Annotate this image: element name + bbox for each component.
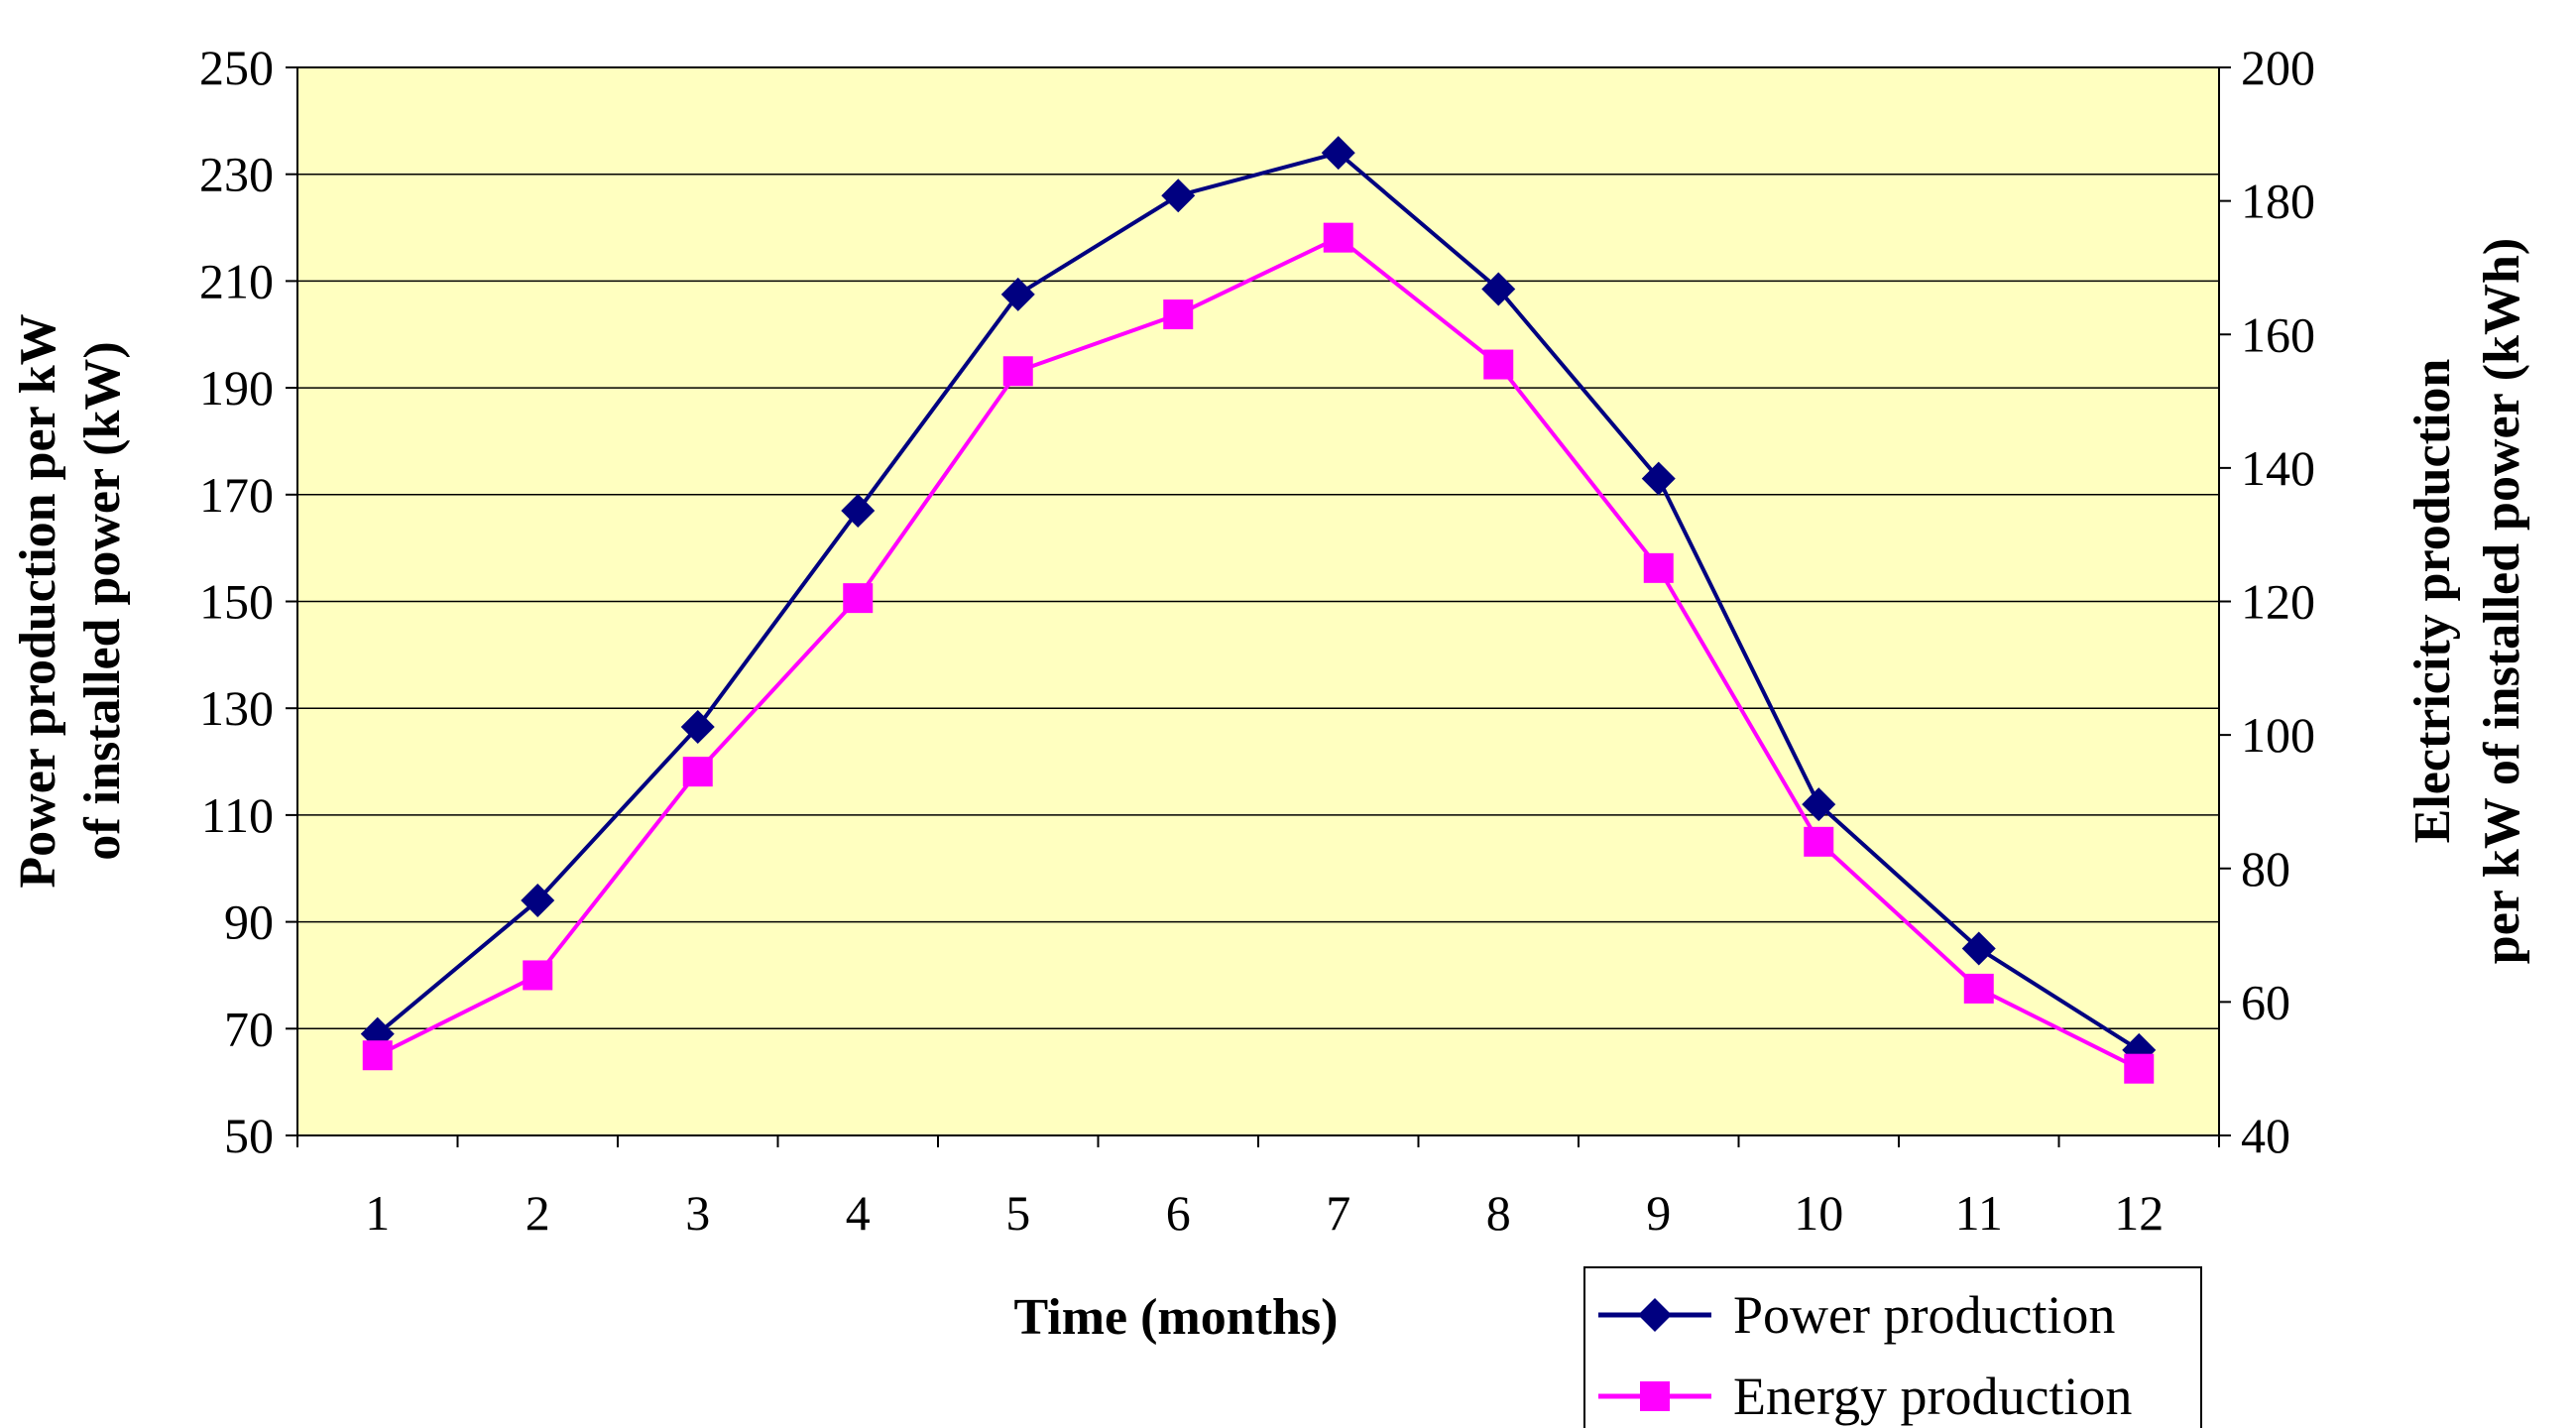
y-left-tick-label: 230 [199, 147, 274, 202]
x-tick-label: 10 [1794, 1185, 1843, 1241]
data-point-power [680, 710, 715, 745]
data-point-energy [1643, 552, 1674, 583]
data-point-power [521, 884, 555, 918]
y-axis-left-title-line1: Power production per kW [10, 313, 66, 888]
data-point-energy [843, 583, 874, 614]
y-axis-left-ticks: 250 230 210 190 170 150 130 110 90 70 50 [199, 40, 297, 1163]
x-tick-label: 12 [2114, 1185, 2164, 1241]
data-point-energy [2124, 1053, 2155, 1084]
x-tick-label: 6 [1166, 1185, 1191, 1241]
data-point-power [1802, 787, 1836, 822]
data-point-power [1161, 178, 1196, 213]
data-point-energy [682, 757, 713, 787]
x-tick-label: 11 [1955, 1185, 2003, 1241]
x-tick-label: 8 [1486, 1185, 1511, 1241]
data-point-power [1321, 136, 1355, 171]
y-left-tick-label: 170 [199, 467, 274, 523]
x-tick-label: 7 [1326, 1185, 1350, 1241]
data-point-energy [1804, 826, 1834, 857]
y-right-tick-label: 60 [2241, 974, 2290, 1029]
x-axis-title: Time (months) [1014, 1289, 1339, 1346]
y-right-tick-label: 80 [2241, 841, 2290, 896]
x-tick-label: 1 [365, 1185, 390, 1241]
series-group [360, 136, 2157, 1084]
y-left-tick-label: 90 [224, 894, 274, 950]
y-right-tick-label: 140 [2241, 440, 2315, 496]
y-right-tick-label: 100 [2241, 707, 2315, 763]
y-axis-left-title: Power production per kW of installed pow… [10, 313, 131, 888]
legend-item-energy: Energy production [1598, 1367, 2132, 1426]
x-tick-label: 9 [1646, 1185, 1671, 1241]
y-axis-right-ticks: 200 180 160 140 120 100 80 60 40 [2219, 40, 2315, 1163]
data-point-energy [1963, 973, 1994, 1004]
data-point-energy [362, 1040, 393, 1071]
data-point-energy [1323, 222, 1353, 253]
series-line-energy [376, 235, 2141, 1071]
x-tick-label: 3 [685, 1185, 710, 1241]
data-point-power [841, 493, 876, 528]
legend: Power production Energy production [1583, 1266, 2202, 1428]
y-right-tick-label: 160 [2241, 306, 2315, 362]
data-point-energy [1163, 299, 1194, 330]
x-tick-label: 5 [1005, 1185, 1030, 1241]
y-left-tick-label: 130 [199, 680, 274, 736]
y-right-tick-label: 120 [2241, 574, 2315, 630]
y-left-tick-label: 210 [199, 253, 274, 308]
y-right-tick-label: 200 [2241, 40, 2315, 95]
data-point-power [1481, 272, 1516, 306]
y-left-tick-label: 250 [199, 40, 274, 95]
data-point-energy [1483, 349, 1514, 380]
y-right-tick-label: 40 [2241, 1108, 2290, 1163]
y-left-tick-label: 50 [224, 1108, 274, 1163]
series-line-power [376, 150, 2141, 1052]
y-left-tick-label: 110 [201, 787, 274, 843]
legend-marker-square-icon [1640, 1381, 1670, 1411]
y-left-tick-label: 190 [199, 360, 274, 416]
y-axis-right-title: Electricity production per kW of install… [2404, 238, 2530, 964]
y-axis-left-title-line2: of installed power (kW) [74, 341, 131, 860]
data-point-power [1961, 931, 1996, 966]
legend-box [1583, 1266, 2202, 1428]
data-point-power [1000, 277, 1035, 311]
legend-item-power: Power production [1598, 1285, 2115, 1345]
x-tick-label: 4 [846, 1185, 871, 1241]
gridlines [297, 173, 2219, 1030]
y-axis-right-title-line1: Electricity production [2404, 359, 2461, 844]
data-point-energy [523, 960, 553, 991]
x-tick-label: 2 [526, 1185, 550, 1241]
y-left-tick-label: 150 [199, 574, 274, 630]
y-axis-right-title-line2: per kW of installed power (kWh) [2474, 238, 2530, 964]
x-axis-ticks: 1 2 3 4 5 6 7 8 9 10 11 12 [296, 1135, 2220, 1241]
data-point-energy [1002, 356, 1033, 387]
legend-label-energy: Energy production [1733, 1367, 2132, 1426]
legend-marker-diamond-icon [1638, 1298, 1672, 1332]
y-right-tick-label: 180 [2241, 174, 2315, 229]
data-point-power [1641, 461, 1676, 496]
legend-label-power: Power production [1733, 1285, 2115, 1345]
y-left-tick-label: 70 [224, 1001, 274, 1056]
